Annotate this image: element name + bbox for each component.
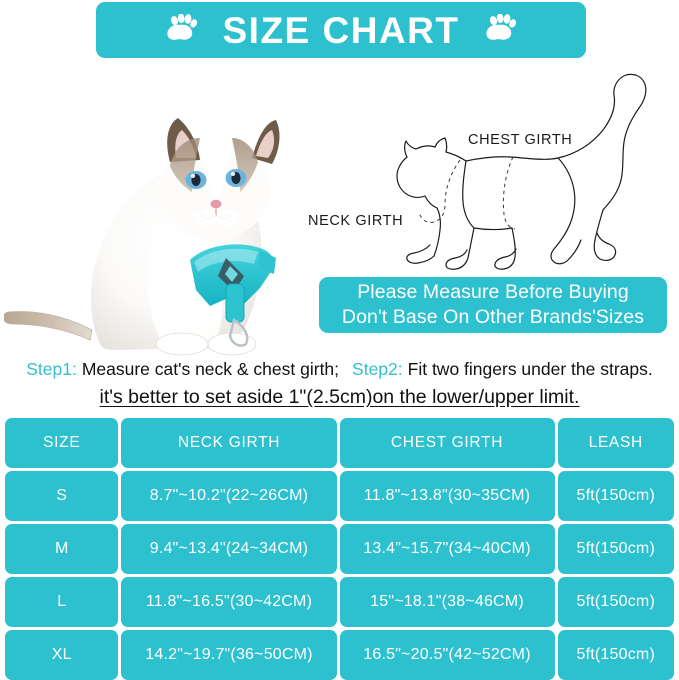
step2-tag: Step2:: [352, 358, 403, 379]
chest-girth-label: CHEST GIRTH: [468, 132, 572, 148]
step1-tag: Step1:: [26, 358, 77, 379]
table-header-row: SIZE NECK GIRTH CHEST GIRTH LEASH: [5, 418, 674, 468]
paw-icon: [166, 12, 197, 47]
neck-girth-label: NECK GIRTH: [308, 213, 403, 229]
cell-size: L: [5, 577, 119, 627]
cell-chest: 15"~18.1"(38~46CM): [339, 577, 555, 627]
cell-chest: 13.4"~15.7"(34~40CM): [339, 524, 555, 574]
column-header-size: SIZE: [5, 418, 119, 468]
cell-neck: 8.7"~10.2"(22~26CM): [121, 471, 337, 521]
cat-photo: [4, 62, 310, 360]
cell-leash: 5ft(150cm): [557, 577, 674, 627]
callout-line-1: Please Measure Before Buying: [357, 281, 629, 303]
cell-neck: 14.2"~19.7"(36~50CM): [121, 630, 337, 680]
cell-neck: 11.8"~16.5"(30~42CM): [121, 577, 337, 627]
cell-leash: 5ft(150cm): [557, 630, 674, 680]
column-header-chest: CHEST GIRTH: [339, 418, 555, 468]
step2-text: Fit two fingers under the straps.: [407, 358, 653, 379]
paw-icon: [485, 12, 516, 47]
cell-leash: 5ft(150cm): [557, 471, 674, 521]
measure-note: it's better to set aside 1"(2.5cm)on the…: [0, 386, 679, 409]
cell-chest: 11.8"~13.8"(30~35CM): [339, 471, 555, 521]
cell-size: M: [5, 524, 119, 574]
measure-note-text: it's better to set aside 1"(2.5cm)on the…: [99, 386, 580, 408]
size-table: SIZE NECK GIRTH CHEST GIRTH LEASH S 8.7"…: [5, 418, 674, 680]
table-row: S 8.7"~10.2"(22~26CM) 11.8"~13.8"(30~35C…: [5, 471, 674, 521]
table-row: L 11.8"~16.5"(30~42CM) 15"~18.1"(38~46CM…: [5, 577, 674, 627]
header-banner: SIZE CHART: [96, 2, 586, 58]
cat-measurement-diagram: CHEST GIRTH NECK GIRTH: [300, 62, 679, 274]
cell-neck: 9.4"~13.4"(24~34CM): [121, 524, 337, 574]
cell-chest: 16.5"~20.5"(42~52CM): [339, 630, 555, 680]
cell-size: S: [5, 471, 119, 521]
step1-text: Measure cat's neck & chest girth;: [81, 358, 340, 379]
steps-row: Step1: Measure cat's neck & chest girth;…: [0, 356, 679, 382]
cell-leash: 5ft(150cm): [557, 524, 674, 574]
measure-callout: Please Measure Before Buying Don't Base …: [319, 277, 667, 333]
cell-size: XL: [5, 630, 119, 680]
column-header-neck: NECK GIRTH: [121, 418, 337, 468]
column-header-leash: LEASH: [557, 418, 674, 468]
callout-line-2: Don't Base On Other Brands'Sizes: [341, 306, 645, 328]
table-row: M 9.4"~13.4"(24~34CM) 13.4"~15.7"(34~40C…: [5, 524, 674, 574]
table-row: XL 14.2"~19.7"(36~50CM) 16.5"~20.5"(42~5…: [5, 630, 674, 680]
page-title: SIZE CHART: [222, 9, 460, 51]
